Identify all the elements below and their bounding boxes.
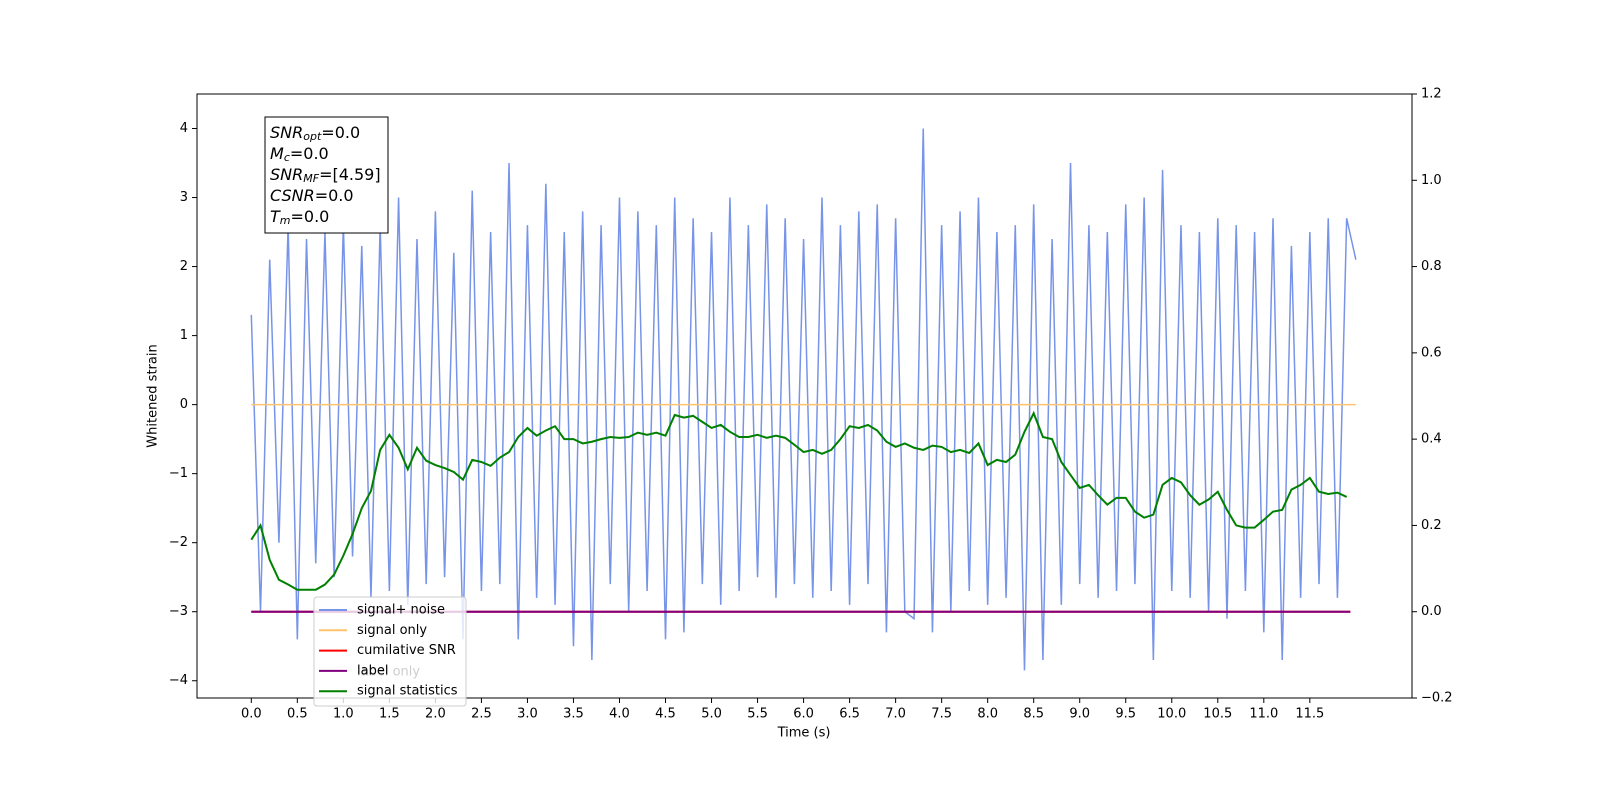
x-tick-label: 9.0 bbox=[1069, 707, 1090, 722]
annotation-subscript: opt bbox=[303, 130, 322, 143]
y2-tick-label: 0.6 bbox=[1421, 345, 1442, 360]
y-tick-label: 2 bbox=[180, 259, 188, 274]
y-axis-label: Whitened strain bbox=[146, 344, 161, 447]
x-tick-label: 4.5 bbox=[655, 707, 676, 722]
x-tick-label: 8.5 bbox=[1023, 707, 1044, 722]
x-tick-label: 10.0 bbox=[1157, 707, 1186, 722]
x-tick-label: 7.0 bbox=[885, 707, 906, 722]
x-tick-label: 8.0 bbox=[977, 707, 998, 722]
y-tick-label: −1 bbox=[169, 466, 188, 481]
y-tick-label: 4 bbox=[180, 121, 188, 136]
annotation-subscript: m bbox=[280, 214, 291, 227]
x-tick-label: 10.5 bbox=[1203, 707, 1232, 722]
legend-label: label bbox=[357, 663, 388, 678]
annotation-symbol: M bbox=[270, 144, 284, 163]
x-tick-label: 2.5 bbox=[471, 707, 492, 722]
annotation-line: SNRMF=[4.59] bbox=[270, 165, 381, 186]
legend-box bbox=[313, 596, 467, 707]
y2-tick-label: 1.2 bbox=[1421, 87, 1442, 102]
legend-label: cumilative SNR bbox=[357, 643, 456, 658]
annotation-value: =0.0 bbox=[315, 186, 354, 205]
series-line bbox=[250, 410, 1348, 591]
legend-label: signal only bbox=[357, 623, 427, 638]
x-tick-label: 0.0 bbox=[241, 707, 262, 722]
legend-label: signal statistics bbox=[357, 684, 458, 699]
annotation-line: Tm=0.0 bbox=[270, 207, 329, 228]
annotation-box bbox=[264, 116, 389, 234]
y2-tick-label: 0.0 bbox=[1421, 604, 1442, 619]
y-tick-label: 1 bbox=[180, 328, 188, 343]
annotation-subscript: c bbox=[284, 151, 290, 164]
series-line bbox=[250, 128, 1357, 671]
x-tick-label: 6.0 bbox=[793, 707, 814, 722]
annotation-value: =0.0 bbox=[290, 144, 329, 163]
annotation-line: CSNR=0.0 bbox=[270, 186, 354, 205]
x-tick-label: 9.5 bbox=[1115, 707, 1136, 722]
annotation-symbol: SNR bbox=[270, 165, 303, 184]
y-tick-label: −3 bbox=[169, 604, 188, 619]
y-tick-label: 0 bbox=[180, 397, 188, 412]
x-tick-label: 2.0 bbox=[425, 707, 446, 722]
x-tick-label: 11.5 bbox=[1295, 707, 1324, 722]
axes-frame bbox=[196, 93, 1413, 699]
x-tick-label: 5.0 bbox=[701, 707, 722, 722]
y2-tick-label: 0.4 bbox=[1421, 432, 1442, 447]
annotation-symbol: CSNR bbox=[270, 186, 315, 205]
y-tick-label: −4 bbox=[169, 673, 188, 688]
y2-tick-label: 0.8 bbox=[1421, 259, 1442, 274]
x-axis-label: Time (s) bbox=[777, 726, 831, 741]
annotation-value: =0.0 bbox=[291, 207, 330, 226]
x-tick-label: 3.5 bbox=[563, 707, 584, 722]
x-tick-label: 11.0 bbox=[1249, 707, 1278, 722]
x-tick-label: 4.0 bbox=[609, 707, 630, 722]
x-tick-label: 3.0 bbox=[517, 707, 538, 722]
annotation-line: SNRopt=0.0 bbox=[270, 123, 360, 144]
annotation-value: =0.0 bbox=[321, 123, 360, 142]
annotation-line: Mc=0.0 bbox=[270, 144, 329, 165]
y-tick-label: −2 bbox=[169, 535, 188, 550]
x-tick-label: 6.5 bbox=[839, 707, 860, 722]
annotation-symbol: SNR bbox=[270, 123, 303, 142]
x-tick-label: 1.0 bbox=[333, 707, 354, 722]
annotation-subscript: MF bbox=[303, 172, 319, 185]
y-tick-label: 3 bbox=[180, 190, 188, 205]
x-tick-label: 5.5 bbox=[747, 707, 768, 722]
annotation-value: =[4.59] bbox=[319, 165, 381, 184]
x-tick-label: 0.5 bbox=[287, 707, 308, 722]
x-tick-label: 1.5 bbox=[379, 707, 400, 722]
y2-tick-label: 0.2 bbox=[1421, 518, 1442, 533]
legend-label: signal+ noise bbox=[357, 603, 445, 618]
y2-tick-label: −0.2 bbox=[1421, 691, 1453, 706]
annotation-symbol: T bbox=[270, 207, 281, 226]
x-tick-label: 7.5 bbox=[931, 707, 952, 722]
y2-tick-label: 1.0 bbox=[1421, 173, 1442, 188]
